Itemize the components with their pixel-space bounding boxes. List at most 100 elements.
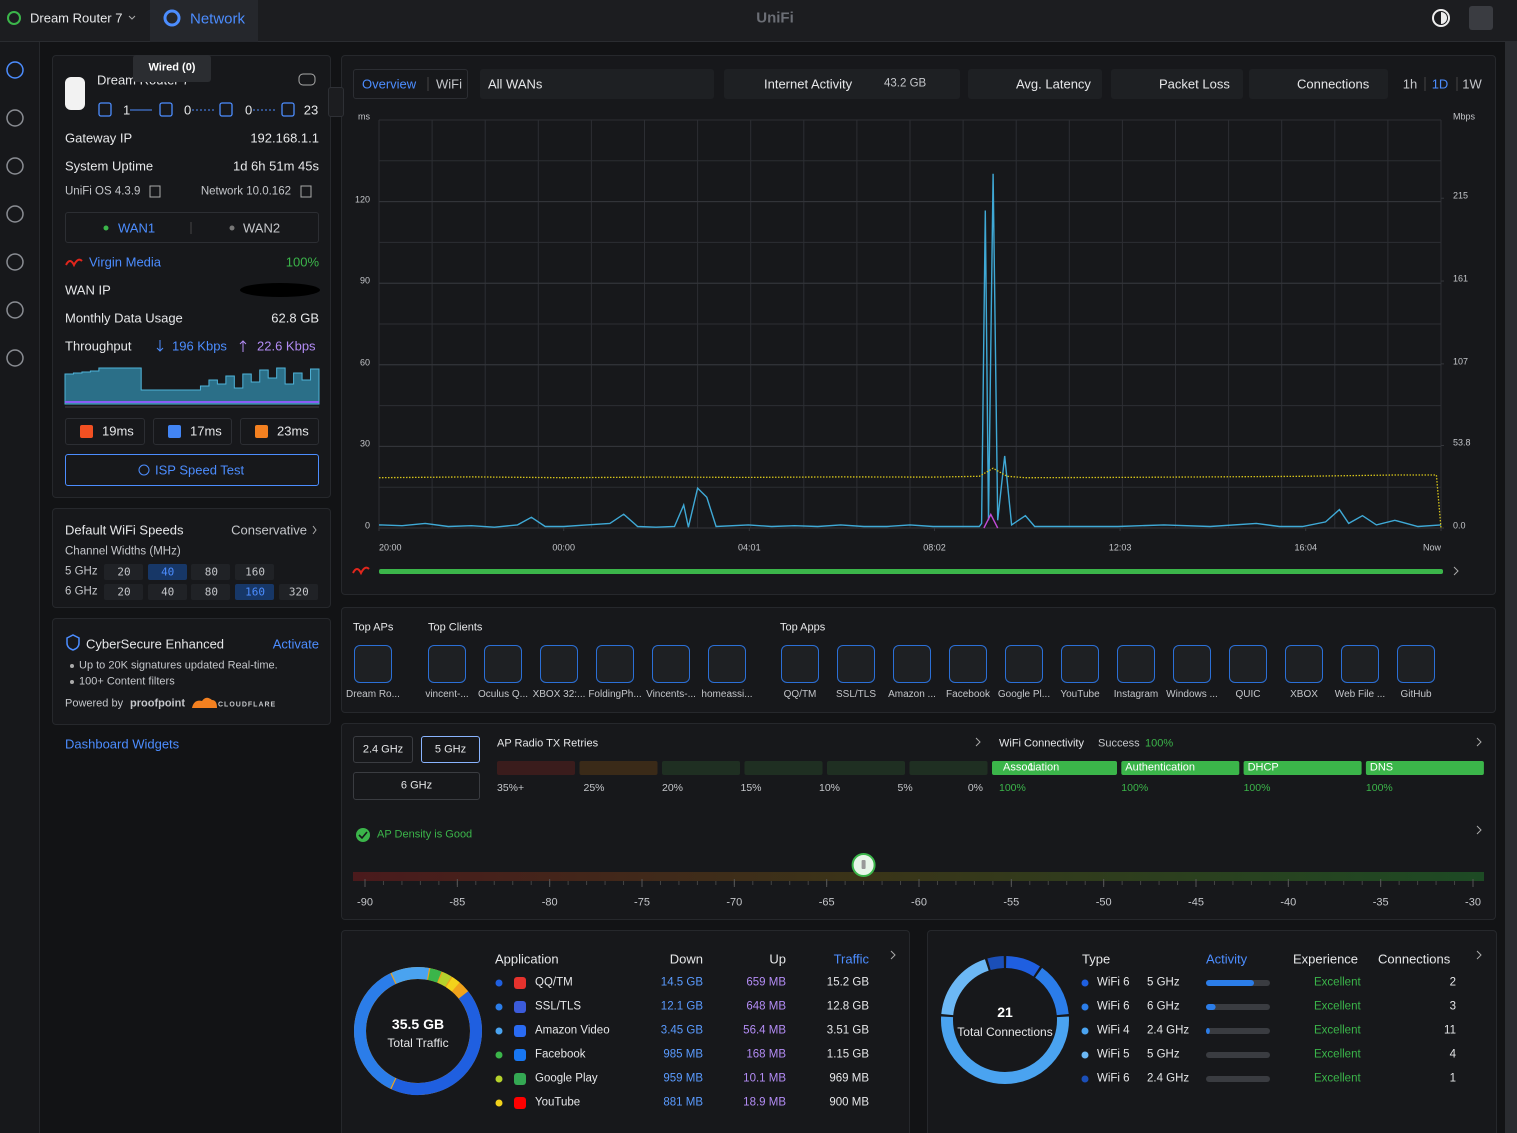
item-tile[interactable] — [1397, 645, 1435, 683]
item-tile[interactable] — [949, 645, 987, 683]
width-option[interactable] — [191, 584, 231, 600]
wifi-profile[interactable]: Conservative — [231, 522, 307, 538]
item-tile[interactable] — [1173, 645, 1211, 683]
app-tab[interactable] — [150, 0, 258, 42]
item-label[interactable]: QUIC — [1235, 689, 1261, 700]
latency-value: 19ms — [102, 423, 134, 439]
item-tile[interactable] — [428, 645, 466, 683]
metric-select[interactable] — [724, 69, 960, 99]
width-value[interactable]: 80 — [204, 565, 219, 579]
item-label[interactable]: XBOX 32:... — [532, 689, 586, 700]
column-header[interactable]: Activity — [1206, 951, 1248, 967]
item-label[interactable]: SSL/TLS — [835, 689, 877, 700]
item-tile[interactable] — [1229, 645, 1267, 683]
band-button[interactable] — [353, 772, 480, 800]
item-label[interactable]: FoldingPh... — [588, 689, 642, 700]
item-tile[interactable] — [708, 645, 746, 683]
width-option[interactable] — [191, 564, 231, 580]
width-value[interactable]: 80 — [204, 585, 219, 599]
toggle[interactable] — [1249, 69, 1388, 99]
item-label[interactable]: Google Pl... — [997, 689, 1051, 700]
toggle-label[interactable]: Avg. Latency — [1016, 76, 1091, 92]
width-value[interactable]: 40 — [161, 585, 175, 599]
range-option[interactable]: 1D — [1431, 76, 1449, 92]
row-dot — [1081, 1027, 1089, 1035]
collapse-button[interactable] — [328, 87, 344, 117]
column-header[interactable]: Traffic — [833, 951, 869, 967]
band-button[interactable] — [421, 736, 480, 763]
item-tile[interactable] — [1117, 645, 1155, 683]
item-tile[interactable] — [1061, 645, 1099, 683]
band-label[interactable]: 5 GHz — [434, 743, 467, 755]
traffic-panel — [341, 930, 910, 1133]
y-tick-label: 0 — [364, 520, 370, 531]
item-label[interactable]: Amazon ... — [888, 689, 936, 700]
activate-link[interactable]: Activate — [272, 636, 319, 652]
app-name[interactable]: Network — [190, 10, 246, 28]
width-value[interactable]: 320 — [288, 585, 309, 599]
width-option[interactable] — [104, 584, 143, 600]
width-value[interactable]: 160 — [245, 585, 266, 599]
speed-test-label[interactable]: ISP Speed Test — [155, 462, 245, 478]
item-tile[interactable] — [1005, 645, 1043, 683]
item-label[interactable]: QQ/TM — [783, 689, 817, 700]
item-tile[interactable] — [652, 645, 690, 683]
width-option[interactable] — [104, 564, 143, 580]
item-label[interactable]: XBOX — [1290, 689, 1318, 700]
width-value[interactable]: 160 — [245, 565, 266, 579]
range-option[interactable]: 1W — [1462, 76, 1482, 92]
item-tile[interactable] — [354, 645, 392, 683]
latency-value: 17ms — [190, 423, 222, 439]
info-label: WAN IP — [65, 282, 111, 298]
band-label[interactable]: 2.4 GHz — [362, 743, 404, 755]
item-label[interactable]: Web File ... — [1334, 689, 1386, 700]
traffic-value: 900 MB — [829, 1096, 869, 1109]
item-tile[interactable] — [1341, 645, 1379, 683]
toggle-label[interactable]: Connections — [1297, 76, 1370, 92]
width-option[interactable] — [235, 564, 275, 580]
view-tab[interactable]: Overview — [362, 76, 417, 92]
item-label[interactable]: Oculus Q... — [477, 689, 529, 700]
item-tile[interactable] — [484, 645, 522, 683]
width-option[interactable] — [278, 584, 318, 600]
item-tile[interactable] — [781, 645, 819, 683]
width-option[interactable] — [235, 584, 275, 600]
band-button[interactable] — [353, 736, 413, 763]
toggle-label[interactable]: Packet Loss — [1159, 76, 1230, 92]
item-label[interactable]: Instagram — [1113, 689, 1159, 700]
wan-tab[interactable]: WAN2 — [243, 220, 281, 236]
nav-icon — [6, 157, 24, 175]
width-value[interactable]: 40 — [161, 565, 175, 579]
item-tile[interactable] — [837, 645, 875, 683]
item-label[interactable]: GitHub — [1400, 689, 1432, 700]
device-name[interactable]: Dream Router 7 — [30, 10, 123, 26]
item-label[interactable]: Dream Ro... — [346, 689, 400, 700]
dashboard-widgets-link[interactable]: Dashboard Widgets — [65, 736, 180, 752]
width-option[interactable] — [147, 564, 187, 580]
item-tile[interactable] — [596, 645, 634, 683]
item-label[interactable]: vincent-... — [425, 689, 469, 700]
item-label[interactable]: homeassi... — [701, 689, 753, 700]
item-label[interactable]: Vincents-... — [646, 689, 696, 700]
item-label[interactable]: YouTube — [1060, 689, 1100, 700]
band-label[interactable]: 6 GHz — [400, 779, 433, 792]
info-label: Monthly Data Usage — [65, 310, 183, 326]
donut-total: 35.5 GB — [391, 1016, 445, 1032]
wan-select[interactable] — [480, 69, 714, 99]
speed-test-button[interactable] — [65, 454, 319, 486]
view-tab[interactable]: WiFi — [436, 76, 462, 92]
toggle[interactable] — [968, 69, 1102, 99]
width-option[interactable] — [147, 584, 187, 600]
item-label[interactable]: Facebook — [946, 689, 990, 700]
wan-tab[interactable]: WAN1 — [118, 220, 156, 236]
width-value[interactable]: 20 — [117, 585, 131, 599]
width-value[interactable]: 20 — [117, 565, 131, 579]
range-option[interactable]: 1h — [1402, 76, 1418, 92]
item-tile[interactable] — [893, 645, 931, 683]
item-label[interactable]: Windows ... — [1166, 689, 1218, 700]
bucket-count: 1 — [1027, 761, 1035, 774]
item-tile[interactable] — [1285, 645, 1323, 683]
item-tile[interactable] — [540, 645, 578, 683]
isp-name[interactable]: Virgin Media — [89, 254, 162, 270]
toggle[interactable] — [1111, 69, 1243, 99]
